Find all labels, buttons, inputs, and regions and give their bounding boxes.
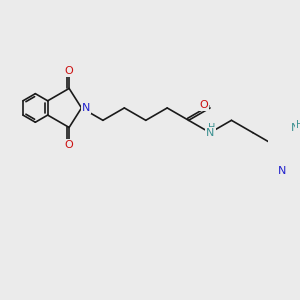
- Text: N: N: [206, 128, 214, 138]
- Text: H: H: [296, 120, 300, 130]
- Text: N: N: [278, 166, 286, 176]
- Text: N: N: [82, 103, 90, 113]
- Text: O: O: [65, 66, 74, 76]
- Text: O: O: [200, 100, 208, 110]
- Text: H: H: [208, 123, 216, 133]
- Text: O: O: [65, 140, 74, 150]
- Text: N: N: [291, 123, 299, 133]
